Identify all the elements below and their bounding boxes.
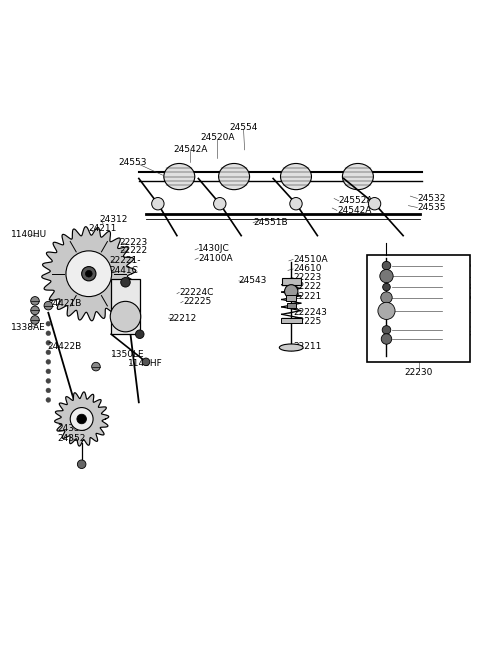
Text: 22237: 22237 <box>444 334 472 344</box>
Text: 22222: 22222 <box>120 246 148 255</box>
Text: 22223: 22223 <box>293 273 322 282</box>
Ellipse shape <box>280 164 312 190</box>
Text: 22235: 22235 <box>444 261 472 270</box>
Text: 22211: 22211 <box>293 342 322 351</box>
Circle shape <box>85 271 92 277</box>
Text: 24421B: 24421B <box>48 299 82 307</box>
Circle shape <box>46 378 51 383</box>
Circle shape <box>46 388 51 393</box>
Circle shape <box>31 296 39 305</box>
Circle shape <box>110 302 141 332</box>
Text: 222243: 222243 <box>293 308 327 317</box>
Text: 2441C: 2441C <box>109 266 138 275</box>
Circle shape <box>381 292 392 304</box>
Circle shape <box>46 321 51 326</box>
Circle shape <box>92 362 100 371</box>
Circle shape <box>380 269 393 283</box>
Text: 24100A: 24100A <box>198 254 233 263</box>
Circle shape <box>46 340 51 345</box>
Text: 22236: 22236 <box>444 293 472 302</box>
Text: 22230: 22230 <box>405 369 433 377</box>
Text: 24554: 24554 <box>229 123 258 132</box>
Ellipse shape <box>164 164 195 190</box>
Bar <box>287 304 296 309</box>
Text: 22212: 22212 <box>168 313 197 323</box>
Text: 24553: 24553 <box>119 158 147 168</box>
Text: 24352: 24352 <box>57 434 85 443</box>
Circle shape <box>120 277 130 287</box>
Text: 1140HF: 1140HF <box>128 359 163 368</box>
Text: 24542A: 24542A <box>173 145 207 154</box>
Text: 24610: 24610 <box>293 265 322 273</box>
Text: 24211: 24211 <box>89 225 117 233</box>
Text: 24552A: 24552A <box>339 196 373 206</box>
Circle shape <box>46 350 51 355</box>
Text: 22225: 22225 <box>183 297 211 306</box>
Text: 24422B: 24422B <box>48 342 82 351</box>
Circle shape <box>381 334 392 344</box>
Circle shape <box>46 359 51 364</box>
Text: 24542A: 24542A <box>337 206 372 215</box>
Bar <box>282 278 301 284</box>
Circle shape <box>46 397 51 402</box>
Circle shape <box>77 460 86 468</box>
Text: 24551B: 24551B <box>253 218 288 227</box>
Text: 1350LE: 1350LE <box>111 350 145 359</box>
Bar <box>111 279 140 334</box>
Text: 22233: 22233 <box>444 283 472 292</box>
Circle shape <box>368 198 381 210</box>
Text: 22221: 22221 <box>293 292 322 301</box>
Circle shape <box>382 326 391 334</box>
Text: 24543: 24543 <box>239 277 267 285</box>
Circle shape <box>285 284 298 298</box>
Circle shape <box>77 414 86 424</box>
Text: 1430JC: 1430JC <box>198 244 230 253</box>
Circle shape <box>70 407 93 430</box>
Text: 24520A: 24520A <box>200 133 235 143</box>
Text: 24312: 24312 <box>99 215 128 225</box>
Bar <box>281 318 302 323</box>
Bar <box>286 295 297 301</box>
Circle shape <box>382 261 391 270</box>
Circle shape <box>378 302 395 319</box>
Bar <box>367 255 470 362</box>
Circle shape <box>383 283 390 291</box>
Circle shape <box>31 315 39 324</box>
Text: 22225: 22225 <box>293 317 322 327</box>
Circle shape <box>290 198 302 210</box>
Circle shape <box>66 251 112 296</box>
Text: 1338AE: 1338AE <box>11 323 46 332</box>
Circle shape <box>46 331 51 336</box>
Circle shape <box>214 198 226 210</box>
Ellipse shape <box>279 344 303 351</box>
Circle shape <box>46 369 51 374</box>
Text: 22224C: 22224C <box>180 288 214 297</box>
Text: 22222: 22222 <box>293 282 321 291</box>
Circle shape <box>152 198 164 210</box>
Text: 22231: 22231 <box>444 306 472 315</box>
Text: 22223: 22223 <box>120 238 148 247</box>
Circle shape <box>44 302 53 310</box>
Circle shape <box>135 330 144 338</box>
Circle shape <box>142 358 150 366</box>
Circle shape <box>31 306 39 315</box>
Polygon shape <box>55 392 108 446</box>
Text: 24510A: 24510A <box>293 255 328 264</box>
Text: 24532: 24532 <box>418 194 446 203</box>
Text: 1140HU: 1140HU <box>11 230 48 239</box>
Circle shape <box>82 267 96 281</box>
Text: 24351: 24351 <box>57 424 85 433</box>
Text: 24535: 24535 <box>418 203 446 212</box>
Ellipse shape <box>218 164 250 190</box>
Ellipse shape <box>342 164 373 190</box>
Text: 22234: 22234 <box>444 271 472 281</box>
Text: 22221-: 22221- <box>109 256 141 265</box>
Text: 22232: 22232 <box>444 325 472 334</box>
Polygon shape <box>42 227 136 321</box>
